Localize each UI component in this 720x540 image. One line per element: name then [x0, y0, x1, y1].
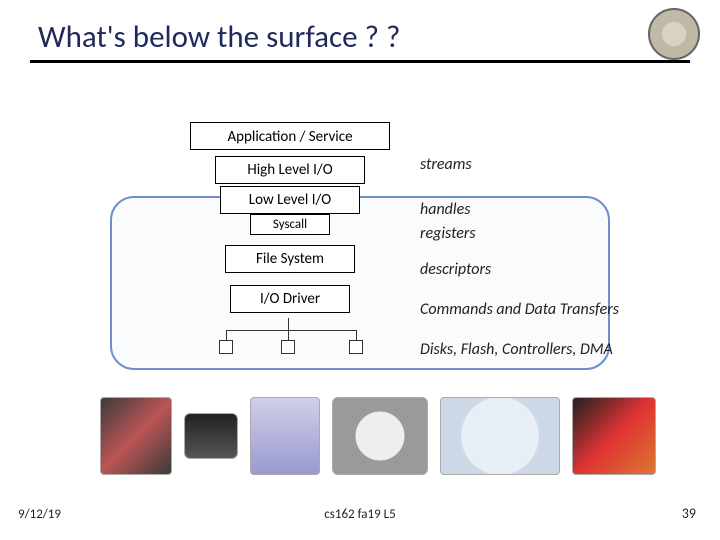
footer-date: 9/12/19 — [18, 507, 61, 522]
annot-handles: handles — [420, 200, 470, 219]
stack-app: Application / Service — [190, 122, 390, 150]
hardware-images — [100, 390, 690, 482]
tape-image-icon — [250, 397, 320, 475]
stack-file-system: File System — [225, 245, 355, 273]
university-seal-icon — [648, 8, 700, 60]
io-stack: Application / Service High Level I/O Low… — [190, 122, 390, 313]
footer-page: 39 — [682, 505, 696, 522]
footer-center: cs162 fa19 L5 — [324, 507, 395, 522]
slide-title: What's below the surface ? ? — [38, 18, 400, 56]
usb-drive-image-icon — [184, 413, 238, 459]
floppy-image-icon — [572, 397, 656, 475]
title-rule — [30, 60, 690, 63]
ssd-image-icon — [100, 397, 172, 475]
platter-diagram-icon — [440, 397, 560, 475]
annot-registers: registers — [420, 224, 476, 243]
hdd-image-icon — [332, 397, 428, 475]
stack-high-level-io: High Level I/O — [215, 156, 365, 184]
stack-io-driver: I/O Driver — [230, 285, 350, 313]
annot-streams: streams — [420, 155, 472, 174]
annot-commands: Commands and Data Transfers — [420, 300, 619, 319]
annot-descriptors: descriptors — [420, 260, 491, 279]
annot-disks: Disks, Flash, Controllers, DMA — [420, 340, 613, 359]
stack-syscall: Syscall — [250, 214, 330, 235]
driver-fanout — [208, 324, 378, 364]
stack-low-level-io: Low Level I/O — [220, 186, 360, 214]
